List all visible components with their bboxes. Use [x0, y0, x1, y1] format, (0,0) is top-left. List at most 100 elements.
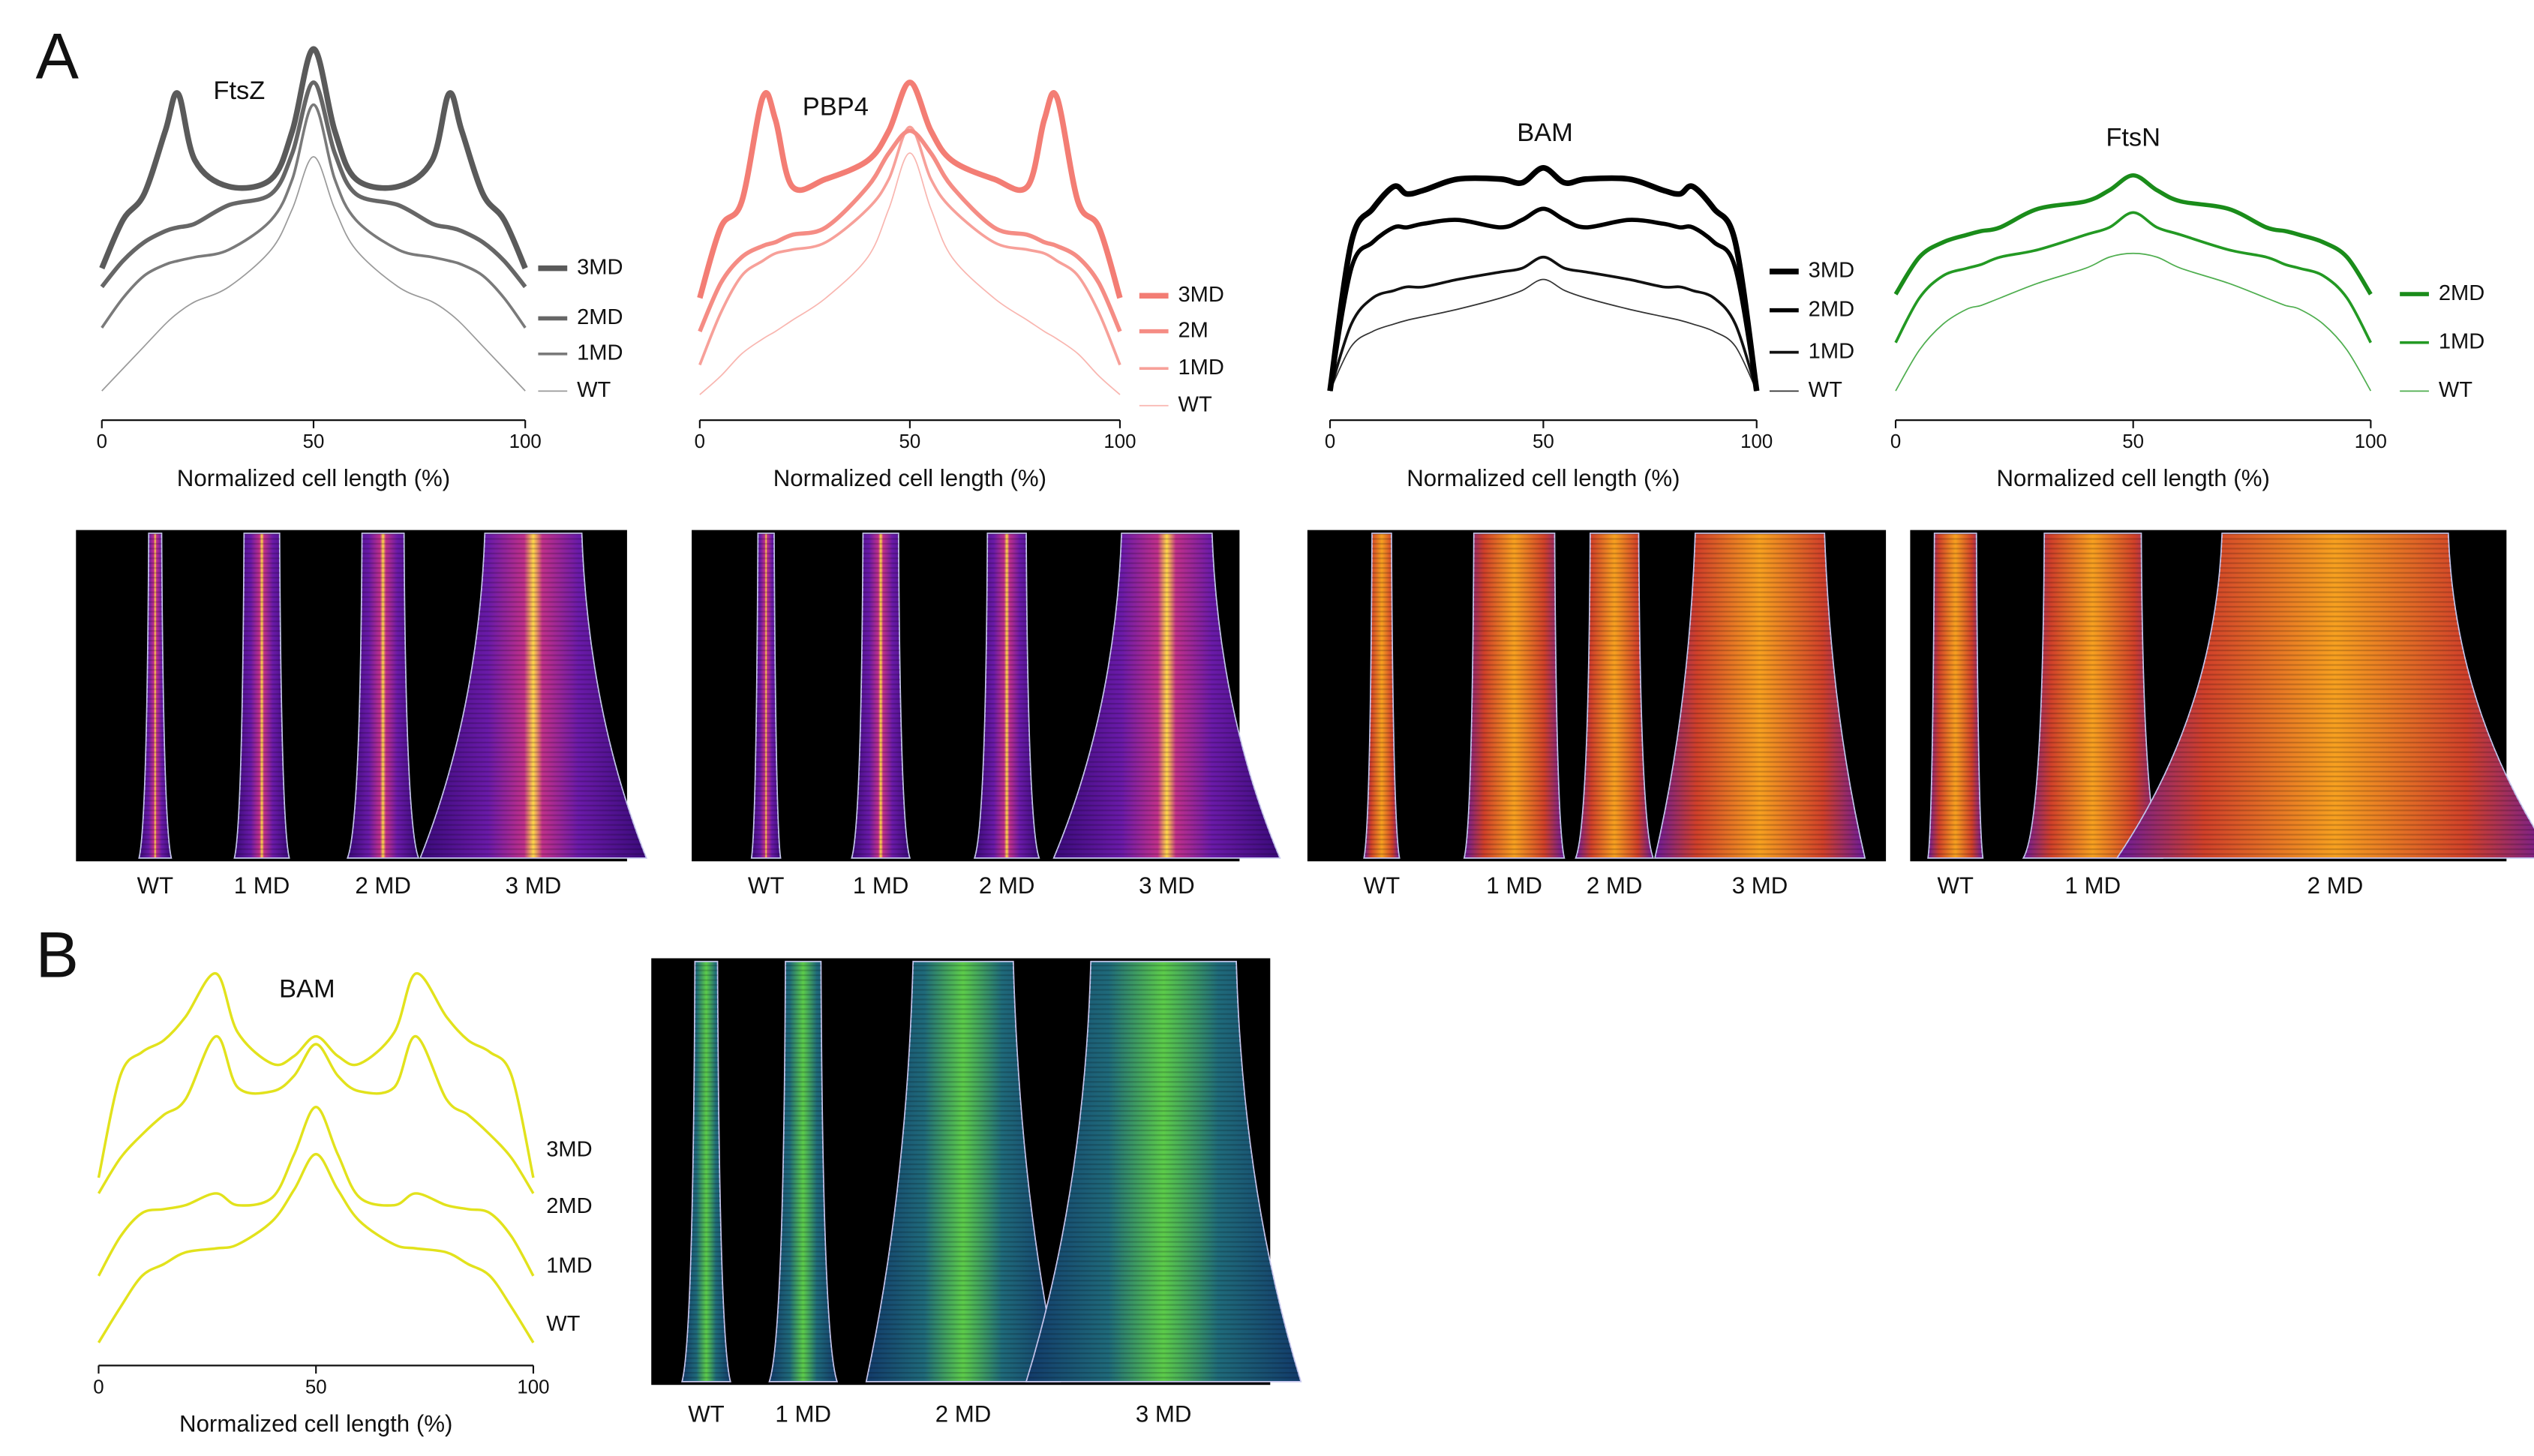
kymograph-label: WT	[748, 872, 785, 899]
x-tick-label: 50	[2122, 431, 2144, 452]
profile-line	[697, 80, 1123, 299]
profile-line	[100, 80, 527, 289]
kymograph-label: 1 MD	[1486, 872, 1542, 899]
profile-line	[97, 1034, 535, 1194]
x-tick-label: 100	[1103, 431, 1136, 452]
profile-line	[97, 1152, 535, 1343]
legend-label: 2MD	[1809, 297, 1854, 321]
profile-line	[101, 103, 527, 329]
kymograph-stripes	[1026, 961, 1302, 1382]
kymograph-label: 3 MD	[506, 872, 562, 899]
kymograph-label: 3 MD	[1139, 872, 1195, 899]
legend-label: 2MD	[577, 305, 623, 329]
legend-label: 2M	[1178, 318, 1208, 342]
kymograph-label: 1 MD	[775, 1400, 831, 1427]
x-tick-label: 0	[93, 1376, 104, 1397]
x-tick-label: 0	[695, 431, 705, 452]
kymograph-label: 3 MD	[1136, 1400, 1192, 1427]
kymograph-stripes	[1655, 533, 1866, 858]
chart-title: FtsN	[2106, 123, 2160, 152]
legend-label: WT	[1178, 392, 1212, 416]
kymograph-label: 1 MD	[234, 872, 290, 899]
legend-label: 3MD	[1178, 283, 1224, 307]
kymograph-stripes	[866, 961, 1061, 1382]
legend-label: 1MD	[577, 341, 623, 365]
kymograph-stripes	[347, 533, 419, 858]
kymograph-stripes	[769, 961, 837, 1382]
kymograph-stripes	[1928, 533, 1983, 858]
kymograph-label: 2 MD	[979, 872, 1035, 899]
x-tick-label: 0	[1890, 431, 1901, 452]
x-tick-label: 100	[517, 1376, 549, 1397]
profile-line	[698, 128, 1122, 332]
x-axis-label: Normalized cell length (%)	[773, 465, 1046, 491]
kymograph-stripes	[1364, 533, 1400, 858]
kymograph-stripes	[851, 533, 910, 858]
kymograph-stripes	[682, 961, 731, 1382]
kymograph-label: WT	[688, 1400, 725, 1427]
profile-line	[698, 125, 1121, 366]
x-tick-label: 100	[2355, 431, 2387, 452]
x-tick-label: 50	[305, 1376, 327, 1397]
legend-label: 2MD	[2439, 281, 2484, 305]
legend-label: WT	[2439, 378, 2472, 402]
kymograph-label: 2 MD	[935, 1400, 992, 1427]
x-axis-label: Normalized cell length (%)	[179, 1410, 452, 1436]
legend-label: 2MD	[546, 1194, 592, 1218]
profile-line	[699, 152, 1121, 395]
chart-title: PBP4	[803, 92, 869, 121]
legend-label: 1MD	[546, 1254, 592, 1278]
profile-line	[99, 46, 528, 270]
x-axis-label: Normalized cell length (%)	[1997, 465, 2270, 491]
kymograph-stripes	[2117, 533, 2534, 858]
x-tick-label: 0	[1325, 431, 1335, 452]
kymograph-stripes	[2023, 533, 2163, 858]
profile-line	[1329, 255, 1758, 392]
kymograph-label: 2 MD	[1587, 872, 1643, 899]
chart-title: BAM	[1517, 119, 1573, 147]
x-tick-label: 50	[899, 431, 921, 452]
kymograph-stripes	[974, 533, 1040, 858]
kymograph-label: 2 MD	[2307, 872, 2364, 899]
x-tick-label: 100	[1740, 431, 1773, 452]
x-tick-label: 50	[1533, 431, 1554, 452]
legend-label: WT	[1809, 378, 1842, 402]
kymograph-label: WT	[137, 872, 174, 899]
kymograph-stripes	[139, 533, 172, 858]
legend-label: WT	[546, 1312, 580, 1336]
kymograph-stripes	[234, 533, 290, 858]
legend-label: 1MD	[2439, 329, 2484, 353]
profile-line	[1893, 173, 2373, 296]
profile-line	[97, 972, 535, 1178]
panel-label: B	[35, 919, 78, 991]
profile-line	[1327, 165, 1760, 392]
kymograph-label: WT	[1937, 872, 1974, 899]
x-tick-label: 50	[303, 431, 325, 452]
x-tick-label: 100	[509, 431, 542, 452]
legend-label: WT	[577, 378, 611, 402]
profile-line	[1895, 252, 2372, 392]
legend-label: 3MD	[577, 255, 623, 279]
x-axis-label: Normalized cell length (%)	[177, 465, 450, 491]
kymograph-stripes	[1464, 533, 1565, 858]
legend-label: 1MD	[1178, 356, 1224, 380]
kymograph-stripes	[1575, 533, 1653, 858]
chart-title: BAM	[279, 975, 335, 1004]
chart-title: FtsZ	[213, 77, 265, 105]
profile-line	[1329, 278, 1758, 392]
profile-line	[101, 156, 526, 392]
kymograph-label: WT	[1364, 872, 1401, 899]
kymograph-label: 2 MD	[355, 872, 411, 899]
kymograph-stripes	[1053, 533, 1281, 858]
profile-line	[1328, 206, 1759, 392]
panel-label: A	[35, 21, 79, 93]
kymograph-label: 3 MD	[1732, 872, 1788, 899]
x-axis-label: Normalized cell length (%)	[1407, 465, 1680, 491]
kymograph-stripes	[420, 533, 647, 858]
profile-line	[97, 1106, 535, 1277]
kymograph-stripes	[751, 533, 781, 858]
kymograph-label: 1 MD	[853, 872, 909, 899]
kymograph-label: 1 MD	[2065, 872, 2121, 899]
